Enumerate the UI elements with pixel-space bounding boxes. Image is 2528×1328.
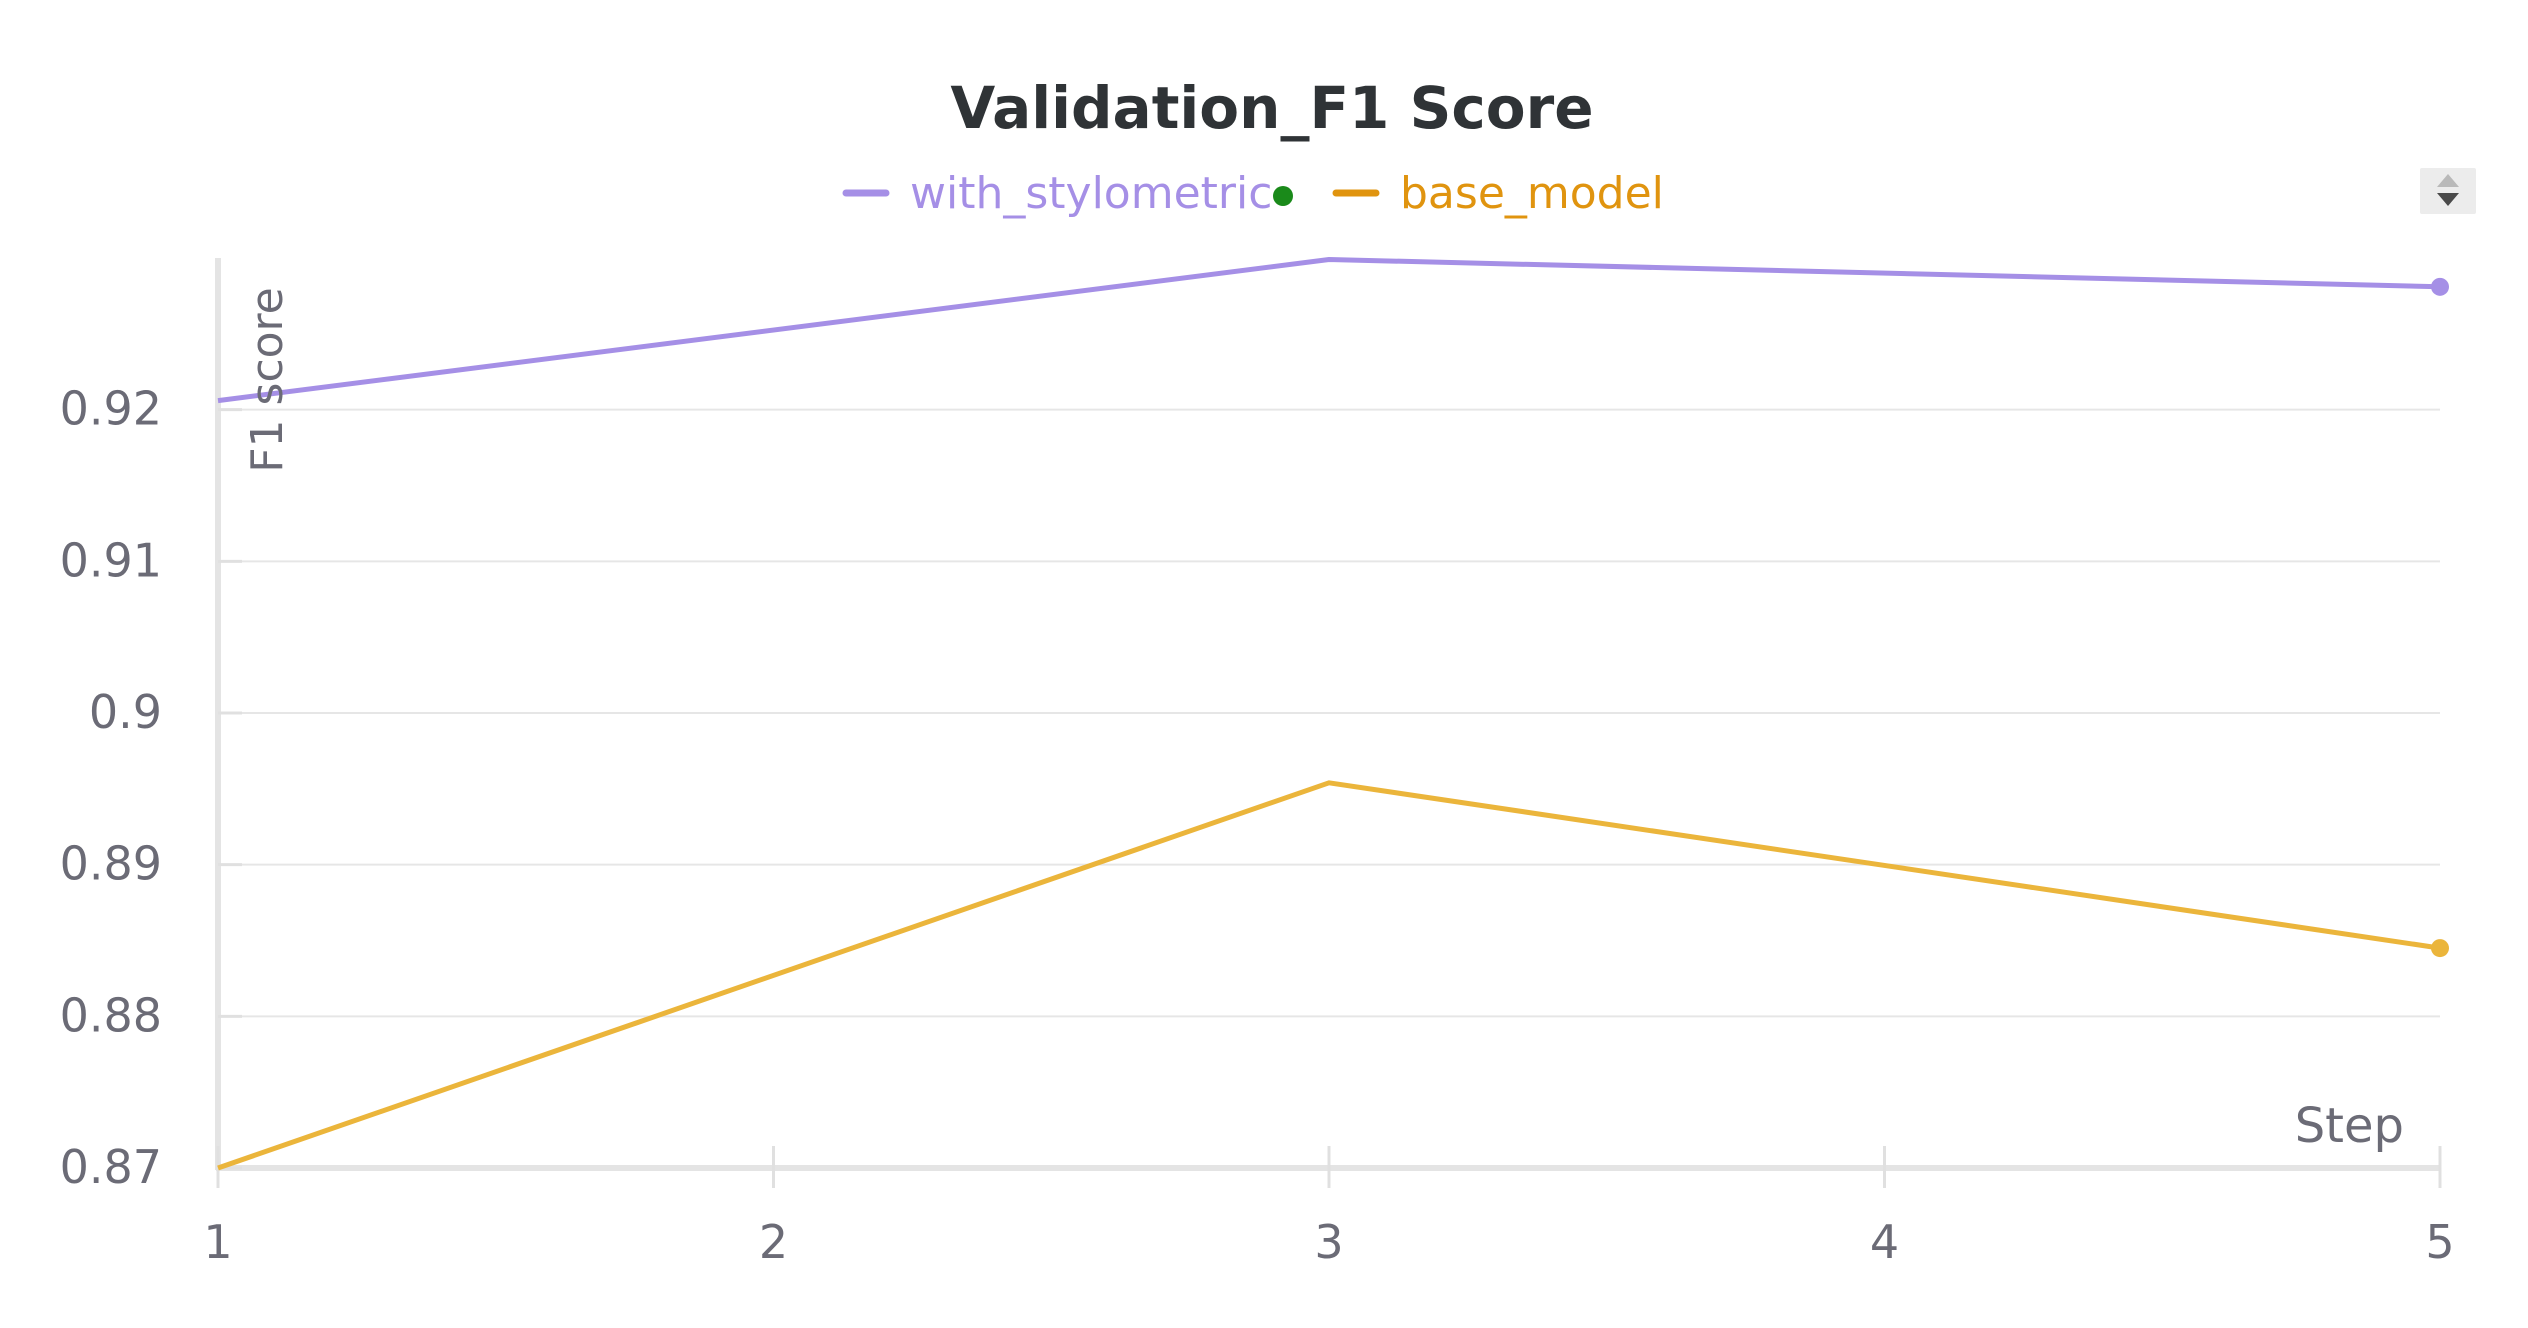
x-tick-label-1: 2 bbox=[759, 1215, 788, 1269]
y-tick-label-2: 0.89 bbox=[60, 837, 162, 891]
chart-title: Validation_F1 Score bbox=[950, 74, 1593, 142]
x-tick-label-2: 3 bbox=[1314, 1215, 1343, 1269]
y-tick-label-0: 0.87 bbox=[60, 1140, 162, 1194]
legend-scroll-stepper[interactable] bbox=[2420, 168, 2476, 214]
chevron-up-icon[interactable] bbox=[2437, 174, 2459, 187]
legend-label-with-stylometric[interactable]: with_stylometric bbox=[910, 168, 1272, 219]
series-point-with_stylometric-2 bbox=[2431, 277, 2449, 296]
series-line-base_model bbox=[217, 780, 2441, 1171]
y-tick-label-5: 0.92 bbox=[60, 382, 162, 436]
y-tick-label-4: 0.91 bbox=[60, 533, 162, 587]
x-tick-label-4: 5 bbox=[2425, 1215, 2454, 1269]
gridlines bbox=[218, 408, 2440, 1018]
x-axis-label: Step bbox=[2295, 1098, 2404, 1154]
series-line-with_stylometric bbox=[217, 257, 2441, 404]
y-tick-label-1: 0.88 bbox=[60, 988, 162, 1042]
x-tick-label-3: 4 bbox=[1870, 1215, 1899, 1269]
legend-label-base-model[interactable]: base_model bbox=[1400, 168, 1664, 219]
x-axis-ticks: 1 2 3 4 5 bbox=[203, 1146, 2455, 1269]
legend[interactable]: with_stylometric base_model bbox=[842, 168, 1664, 219]
series-lines bbox=[217, 257, 2449, 1171]
y-axis-ticks: 0.87 0.88 0.89 0.9 0.91 0.92 bbox=[60, 382, 242, 1194]
series-point-base_model-2 bbox=[2431, 939, 2449, 958]
y-axis-label: F1 score bbox=[242, 287, 293, 473]
x-tick-label-0: 1 bbox=[203, 1215, 232, 1269]
chevron-down-icon[interactable] bbox=[2437, 193, 2459, 206]
legend-active-dot bbox=[1273, 186, 1293, 206]
y-tick-label-3: 0.9 bbox=[89, 685, 162, 739]
